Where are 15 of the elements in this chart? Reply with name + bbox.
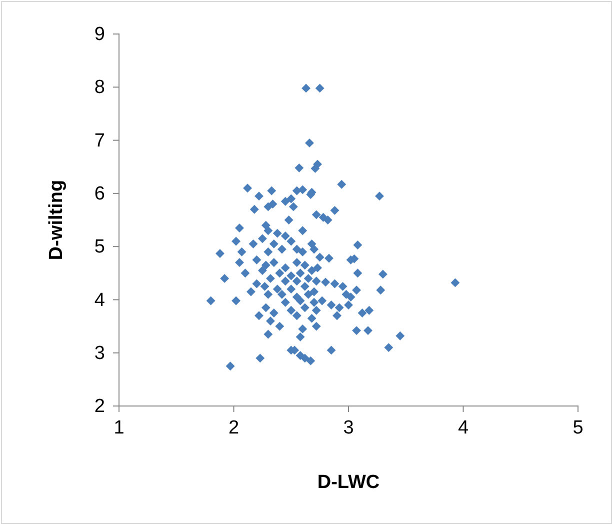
x-tick-label: 1 xyxy=(114,417,124,438)
y-tick-label: 2 xyxy=(94,396,105,418)
y-tick-label: 3 xyxy=(94,342,105,364)
x-tick-label: 5 xyxy=(572,417,584,438)
y-tick-label: 7 xyxy=(94,130,105,152)
y-tick-label: 6 xyxy=(94,184,105,205)
y-tick-label: 5 xyxy=(94,236,105,258)
x-axis-title: D-LWC xyxy=(317,472,380,493)
x-tick-label: 4 xyxy=(458,417,469,438)
x-tick-label: 2 xyxy=(228,417,240,438)
y-tick-label: 9 xyxy=(94,24,105,46)
y-axis-title: D-wilting xyxy=(46,180,67,260)
x-tick-label: 3 xyxy=(343,417,354,438)
y-tick-label: 8 xyxy=(94,77,105,98)
y-tick-label: 4 xyxy=(94,290,106,311)
